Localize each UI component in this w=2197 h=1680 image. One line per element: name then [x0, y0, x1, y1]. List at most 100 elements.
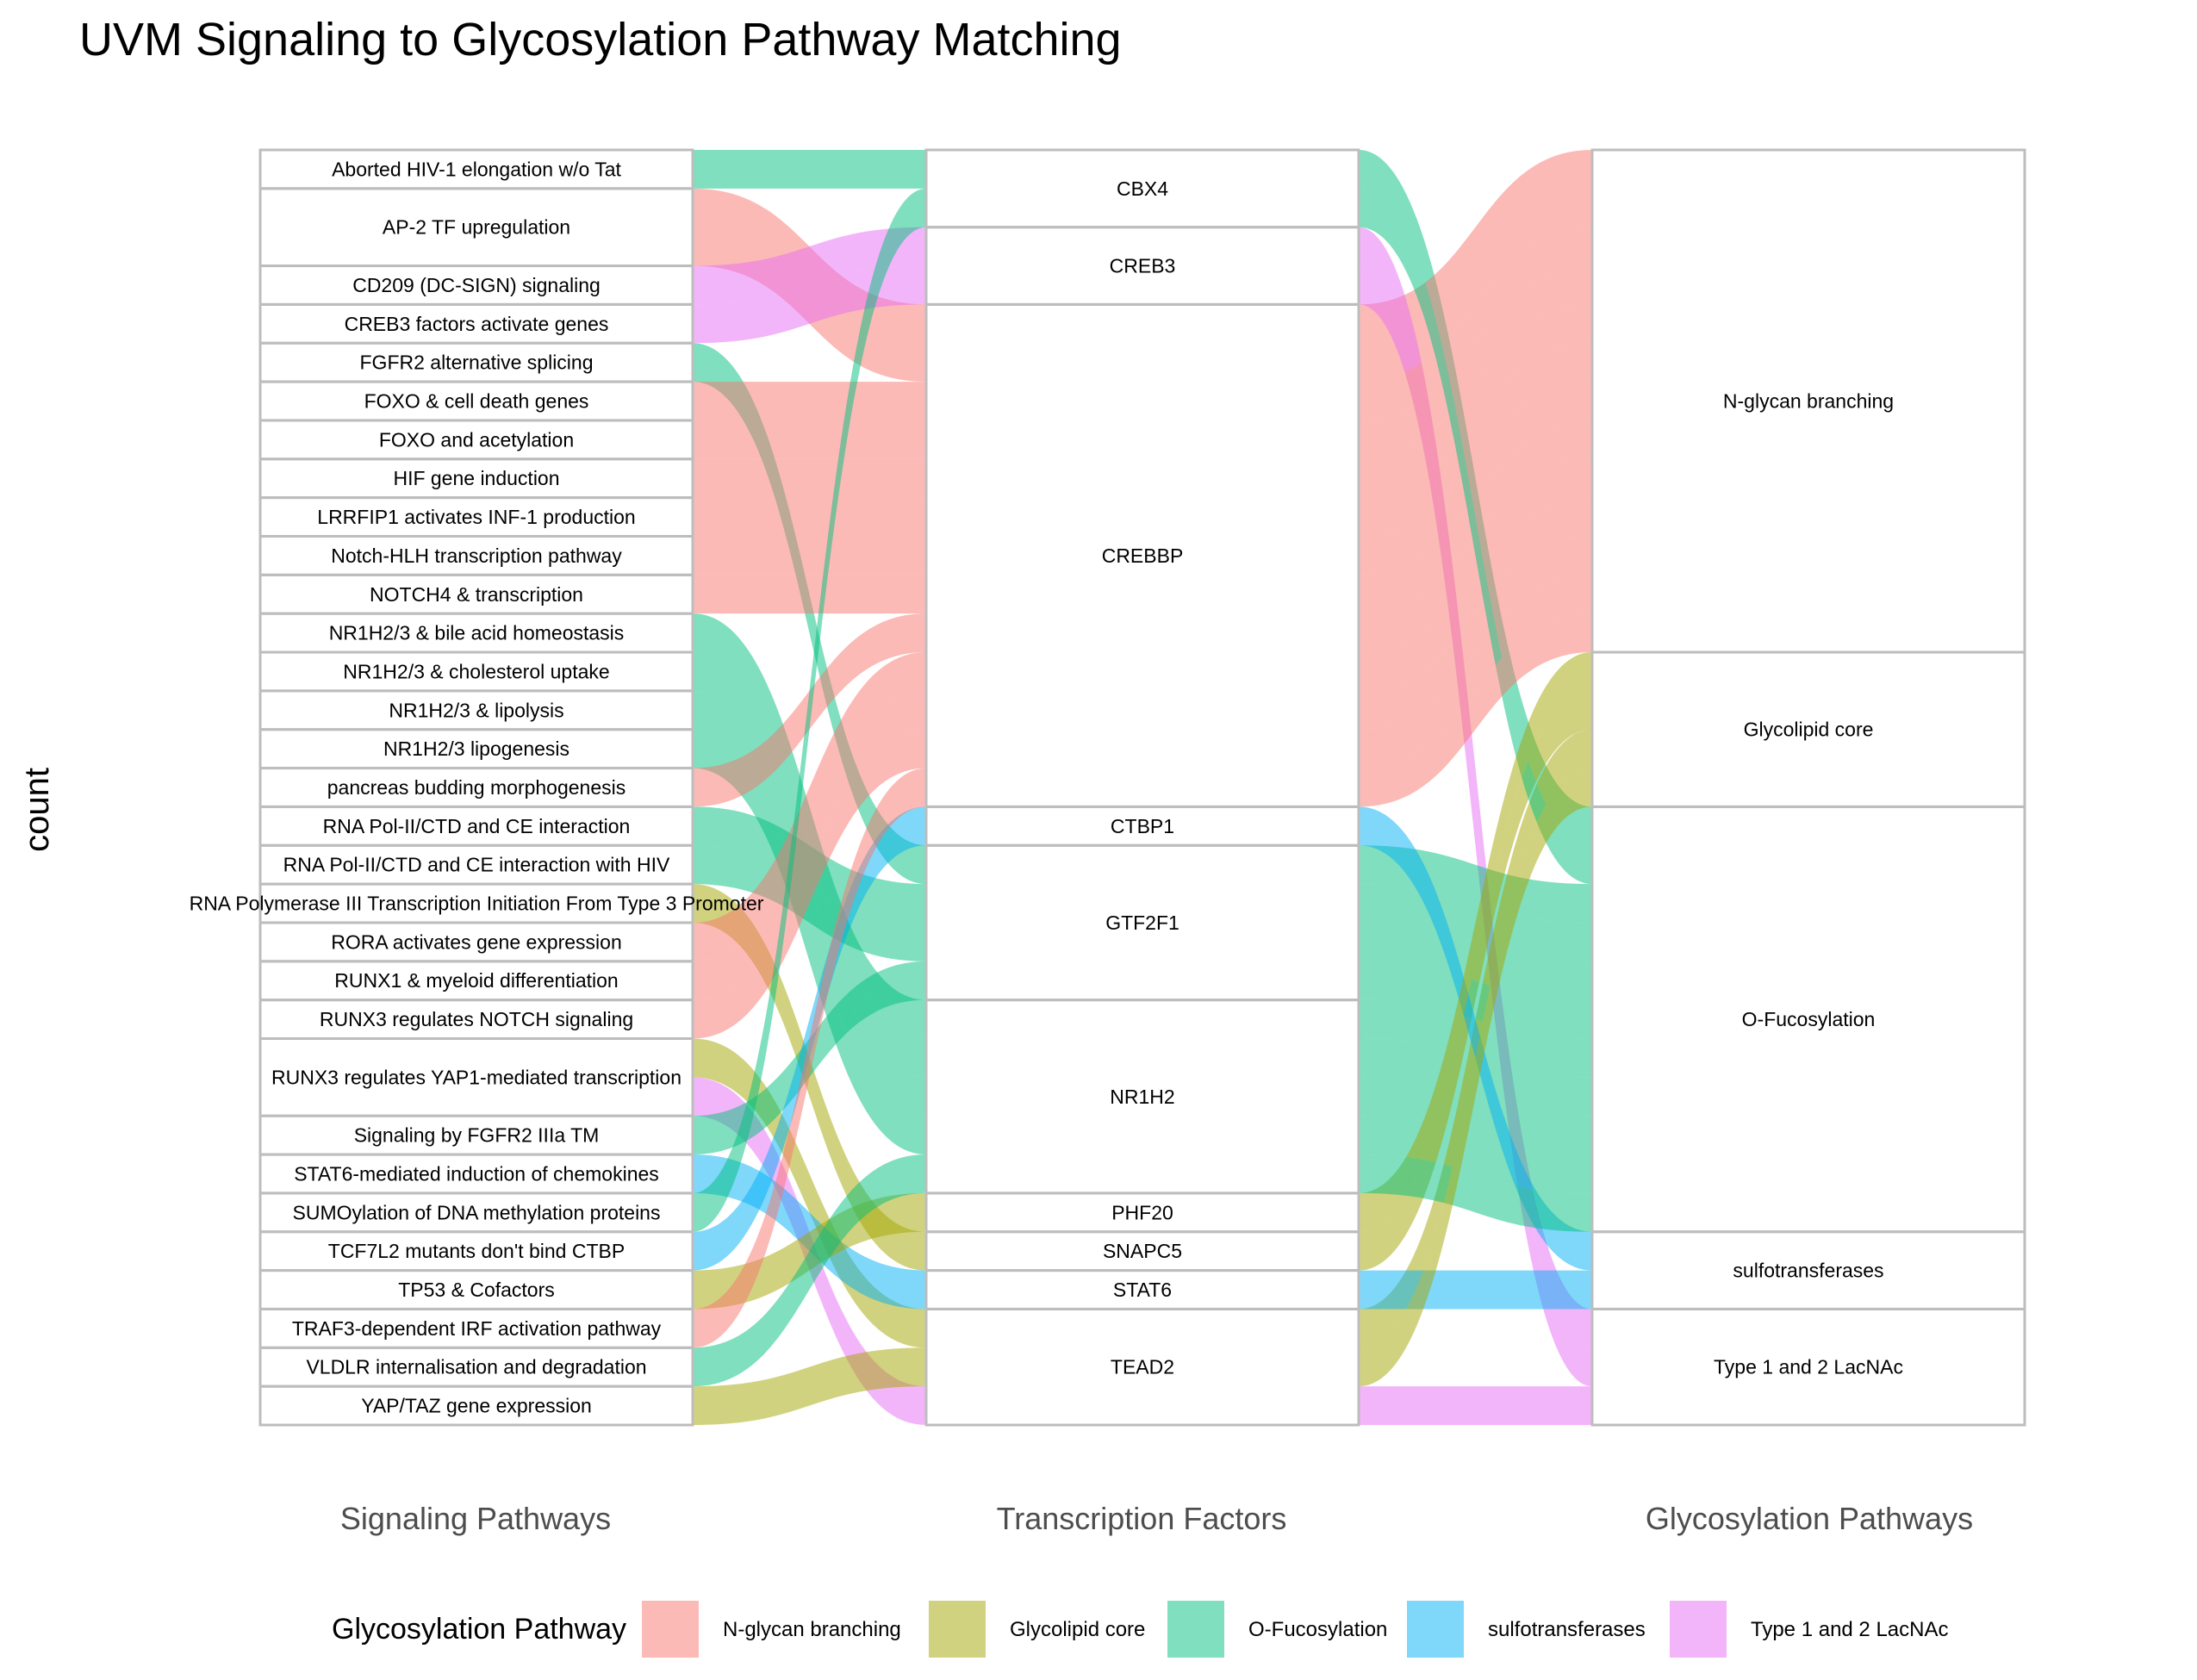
flow-tf-to-glyco	[1359, 1386, 1592, 1425]
stratum-label-glyco: Type 1 and 2 LacNAc	[1714, 1356, 1903, 1378]
stratum-label-glyco: N-glycan branching	[1723, 390, 1894, 413]
x-axis-label-glycosylation: Glycosylation Pathways	[1646, 1501, 1973, 1536]
y-axis-label: count	[18, 768, 56, 852]
flows-layer	[693, 150, 1592, 1425]
flow-tf-to-glyco	[1359, 1077, 1592, 1155]
stratum-label-tf: CREB3	[1110, 255, 1176, 277]
stratum-label-signaling: FGFR2 alternative splicing	[360, 352, 594, 374]
flow-signaling-to-tf	[693, 884, 926, 1271]
stratum-label-tf: GTF2F1	[1105, 912, 1179, 934]
legend-key	[642, 1601, 699, 1658]
flow-tf-to-glyco	[1359, 265, 1592, 459]
stratum-label-signaling: VLDLR internalisation and degradation	[306, 1356, 646, 1378]
stratum-label-glyco: Glycolipid core	[1744, 719, 1874, 741]
stratum-label-signaling: YAP/TAZ gene expression	[361, 1395, 592, 1417]
stratum-label-signaling: RUNX1 & myeloid differentiation	[334, 969, 618, 992]
stratum-label-signaling: FOXO and acetylation	[379, 428, 574, 451]
flow-signaling-to-tf	[693, 652, 926, 961]
legend-label: O-Fucosylation	[1248, 1618, 1387, 1641]
stratum-box-signaling	[258, 1384, 694, 1427]
legend-title: Glycosylation Pathway	[332, 1613, 626, 1646]
flow-tf-to-glyco	[1359, 304, 1592, 498]
stratum-label-signaling: SUMOylation of DNA methylation proteins	[293, 1201, 661, 1223]
stratum-label-glyco: sulfotransferases	[1733, 1260, 1883, 1282]
flow-tf-to-glyco	[1359, 343, 1592, 537]
legend-label: sulfotransferases	[1488, 1618, 1646, 1641]
flow-signaling-to-tf	[693, 420, 926, 459]
flow-tf-to-glyco	[1359, 768, 1592, 1387]
flow-signaling-to-tf	[693, 690, 926, 1000]
flow-tf-to-glyco	[1359, 188, 1592, 885]
legend-key	[1670, 1601, 1727, 1658]
flow-tf-to-glyco	[1359, 227, 1592, 420]
flow-tf-to-glyco	[1359, 652, 1592, 1232]
stratum-box-glyco	[1590, 1307, 2026, 1427]
flow-tf-to-glyco	[1359, 497, 1592, 691]
stratum-label-signaling: CREB3 factors activate genes	[345, 313, 609, 335]
flow-signaling-to-tf	[693, 1038, 926, 1348]
flow-tf-to-glyco	[1359, 536, 1592, 730]
flow-signaling-to-tf	[693, 458, 926, 498]
stratum-label-glyco: O-Fucosylation	[1742, 1008, 1876, 1030]
stratum-label-signaling: RNA Polymerase III Transcription Initiat…	[190, 893, 764, 915]
flow-tf-to-glyco	[1359, 1154, 1592, 1232]
stratum-label-signaling: NR1H2/3 lipogenesis	[383, 737, 569, 760]
stratum-label-tf: STAT6	[1113, 1279, 1172, 1301]
stratum-label-signaling: STAT6-mediated induction of chemokines	[294, 1162, 659, 1185]
flow-signaling-to-tf	[693, 768, 926, 1348]
stratum-label-signaling: NR1H2/3 & lipolysis	[389, 699, 563, 721]
x-axis-label-signaling: Signaling Pathways	[340, 1501, 611, 1536]
stratum-label-signaling: CD209 (DC-SIGN) signaling	[352, 274, 601, 296]
stratum-label-signaling: NR1H2/3 & bile acid homeostasis	[329, 622, 625, 644]
legend-key	[1407, 1601, 1464, 1658]
flow-tf-to-glyco	[1359, 1116, 1592, 1193]
flow-tf-to-glyco	[1359, 227, 1592, 1348]
legend: Glycosylation Pathway N-glycan branching…	[332, 1601, 1948, 1658]
x-axis-labels: Signaling Pathways Transcription Factors…	[340, 1501, 1973, 1536]
stratum-label-signaling: TCF7L2 mutants don't bind CTBP	[328, 1240, 625, 1262]
flow-tf-to-glyco	[1359, 961, 1592, 1039]
stratum-label-signaling: RUNX3 regulates YAP1-mediated transcript…	[271, 1066, 682, 1088]
flow-signaling-to-tf	[693, 729, 926, 1155]
chart-title: UVM Signaling to Glycosylation Pathway M…	[79, 14, 1122, 65]
flow-signaling-to-tf	[693, 188, 926, 1232]
flow-tf-to-glyco	[1359, 382, 1592, 576]
stratum-label-signaling: TRAF3-dependent IRF activation pathway	[292, 1317, 662, 1340]
stratum-label-signaling: RNA Pol-II/CTD and CE interaction	[323, 815, 631, 837]
stratum-box-tf	[924, 1307, 1360, 1427]
stratum-label-signaling: HIF gene induction	[393, 467, 559, 489]
flow-signaling-to-tf	[693, 729, 926, 1039]
flow-signaling-to-tf	[693, 575, 926, 614]
stratum-label-signaling: NR1H2/3 & cholesterol uptake	[343, 660, 609, 682]
legend-label: Type 1 and 2 LacNAc	[1751, 1618, 1948, 1641]
stratum-label-signaling: TP53 & Cofactors	[398, 1279, 555, 1301]
legend-label: N-glycan branching	[723, 1618, 901, 1641]
flow-signaling-to-tf	[693, 382, 926, 420]
flow-signaling-to-tf	[693, 1154, 926, 1387]
stratum-label-signaling: LRRFIP1 activates INF-1 production	[317, 506, 635, 528]
stratum-label-signaling: pancreas budding morphogenesis	[327, 776, 626, 799]
stratum-label-signaling: RORA activates gene expression	[331, 930, 622, 953]
flow-signaling-to-tf	[693, 806, 926, 1271]
legend-label: Glycolipid core	[1010, 1618, 1145, 1641]
x-axis-label-transcription-factors: Transcription Factors	[997, 1501, 1287, 1536]
stratum-label-tf: PHF20	[1111, 1201, 1173, 1223]
legend-key	[1167, 1601, 1224, 1658]
legend-key	[929, 1601, 986, 1658]
flow-tf-to-glyco	[1359, 150, 1592, 383]
flow-signaling-to-tf	[693, 265, 926, 344]
flow-tf-to-glyco	[1359, 575, 1592, 768]
flow-signaling-to-tf	[693, 1347, 926, 1425]
stratum-label-signaling: RUNX3 regulates NOTCH signaling	[320, 1008, 633, 1030]
flow-signaling-to-tf	[693, 227, 926, 305]
stratum-label-signaling: Aborted HIV-1 elongation w/o Tat	[332, 158, 621, 180]
stratum-label-signaling: AP-2 TF upregulation	[383, 216, 570, 239]
flow-tf-to-glyco	[1359, 613, 1592, 807]
stratum-label-tf: SNAPC5	[1103, 1240, 1182, 1262]
flow-tf-to-glyco	[1359, 1270, 1592, 1310]
stratum-label-tf: CREBBP	[1102, 544, 1184, 567]
flow-signaling-to-tf	[693, 497, 926, 537]
stratum-label-signaling: RNA Pol-II/CTD and CE interaction with H…	[283, 854, 670, 876]
flow-signaling-to-tf	[693, 150, 926, 189]
